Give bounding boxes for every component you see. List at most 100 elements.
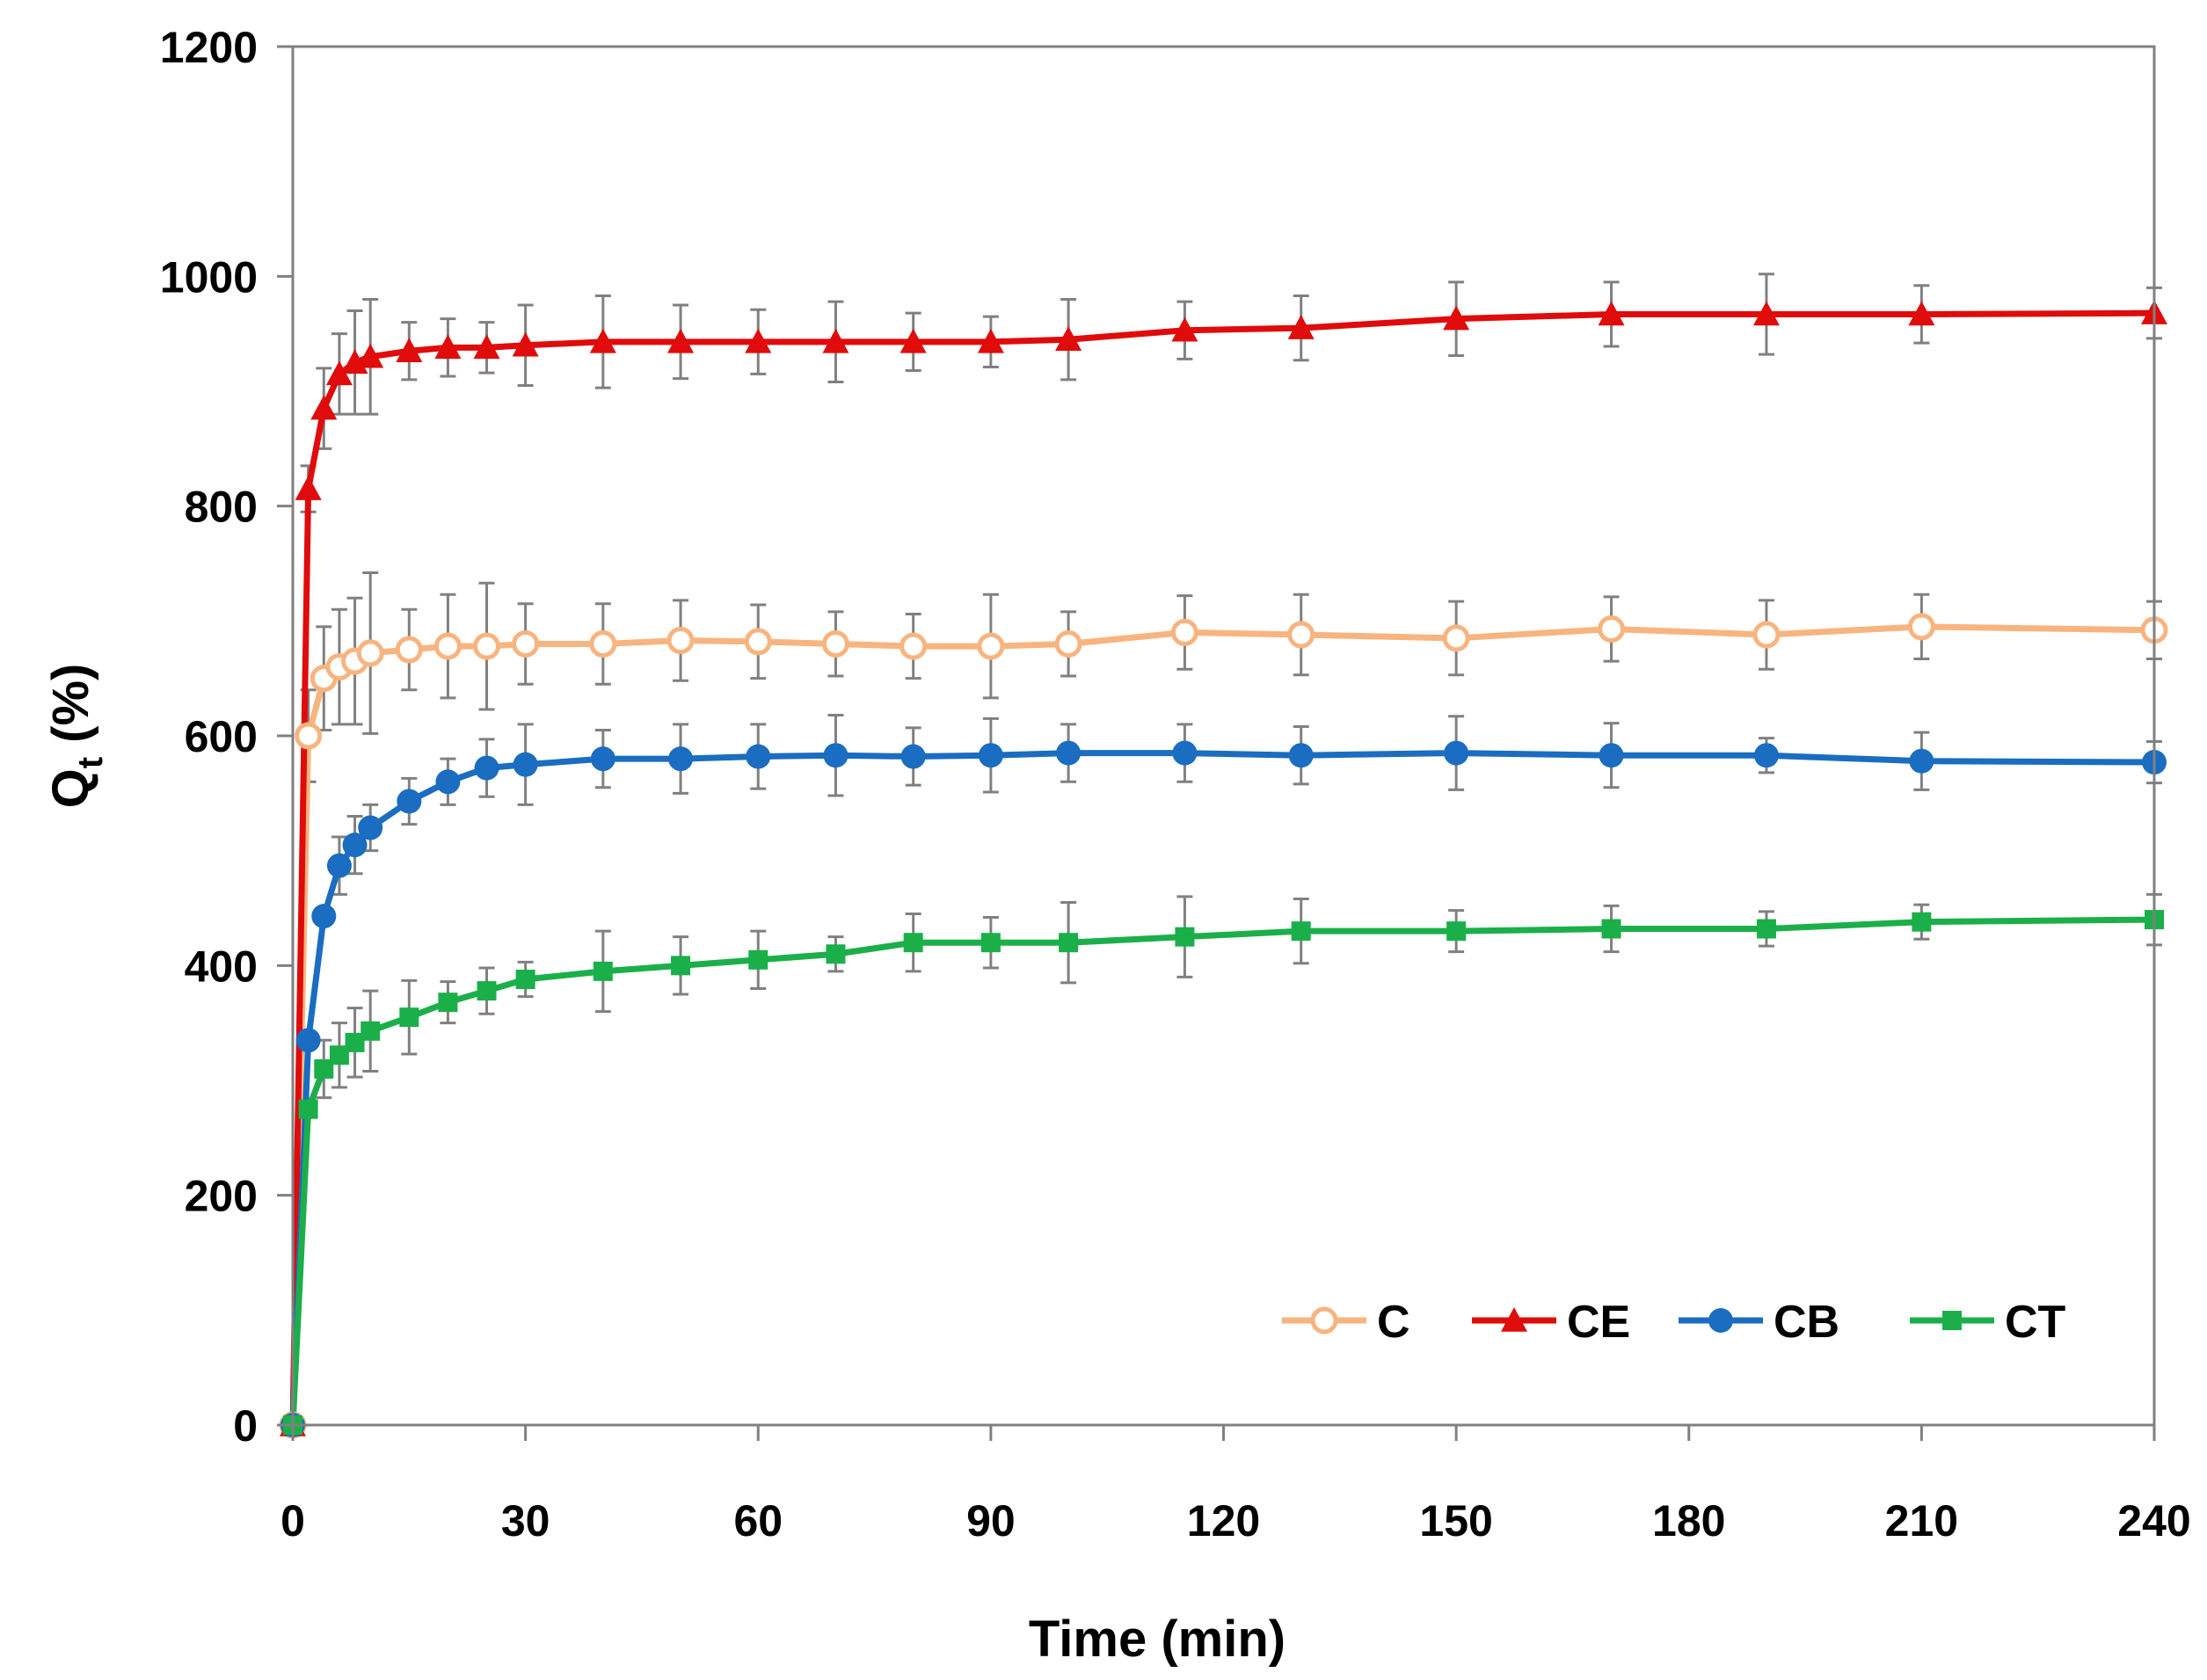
- data-point-ce: [512, 331, 539, 357]
- data-point-c: [744, 628, 772, 656]
- data-point-cb: [474, 755, 499, 781]
- legend-label-ct: CT: [2005, 1297, 2066, 1348]
- data-point-cb: [1753, 743, 1779, 768]
- legend-label-c: C: [1377, 1297, 1410, 1348]
- y-axis-title-subscript: t: [71, 757, 110, 768]
- data-point-ce: [1171, 316, 1198, 342]
- legend-marker-ce: [1501, 1307, 1527, 1332]
- data-point-cb: [1288, 743, 1314, 768]
- data-point-c: [1598, 615, 1626, 643]
- data-point-c: [977, 632, 1005, 660]
- data-point-ce: [1055, 326, 1082, 351]
- data-point-ct: [438, 993, 458, 1013]
- data-point-cb: [1444, 740, 1469, 766]
- data-point-ce: [396, 338, 423, 363]
- data-point-ct: [748, 949, 768, 970]
- legend-item-ce: CE: [1472, 1297, 1630, 1348]
- y-axis-title-suffix: (%): [42, 664, 99, 757]
- data-point-ce: [1287, 315, 1315, 339]
- data-point-cb: [358, 815, 383, 840]
- data-point-ce: [667, 328, 695, 353]
- x-axis-title: Time (min): [1029, 1611, 1286, 1668]
- data-point-ct: [1175, 927, 1195, 947]
- data-point-c: [433, 632, 462, 660]
- y-tick-label: 400: [185, 942, 258, 991]
- data-point-c: [1907, 613, 1935, 641]
- y-tick-label: 0: [233, 1401, 258, 1451]
- data-point-cb: [900, 744, 926, 769]
- data-point-c: [1170, 618, 1198, 646]
- legend-marker-c: [1310, 1306, 1338, 1335]
- data-point-ct: [298, 1099, 318, 1119]
- data-point-ce: [1908, 301, 1935, 326]
- data-point-ct: [345, 1032, 365, 1052]
- data-point-c: [1054, 629, 1082, 658]
- data-point-cb: [1909, 748, 1934, 774]
- data-point-ct: [1756, 919, 1776, 939]
- data-point-ct: [671, 956, 691, 976]
- y-tick-label: 200: [185, 1172, 258, 1221]
- data-point-ct: [1059, 933, 1079, 953]
- data-point-ct: [593, 961, 613, 981]
- data-point-ct: [903, 933, 923, 953]
- x-tick-label: 210: [1885, 1496, 1958, 1545]
- data-point-ce: [473, 334, 500, 360]
- legend-label-cb: CB: [1774, 1297, 1839, 1348]
- y-tick-label: 600: [185, 712, 258, 761]
- data-point-ct: [826, 944, 846, 964]
- data-point-ct: [329, 1045, 349, 1065]
- data-point-ct: [1446, 921, 1467, 942]
- data-point-cb: [590, 746, 615, 772]
- x-tick-label: 180: [1652, 1496, 1725, 1545]
- data-point-cb: [295, 1028, 321, 1053]
- data-point-ce: [310, 395, 338, 420]
- data-point-c: [589, 629, 617, 658]
- legend-marker-ct: [1942, 1311, 1962, 1330]
- data-point-c: [821, 629, 849, 658]
- data-point-cb: [978, 743, 1003, 768]
- x-tick-label: 120: [1187, 1496, 1260, 1545]
- x-tick-label: 30: [501, 1496, 550, 1545]
- data-point-c: [395, 636, 423, 664]
- data-point-ce: [1443, 305, 1470, 331]
- data-point-cb: [397, 789, 422, 814]
- data-point-ct: [399, 1007, 419, 1028]
- data-point-cb: [513, 752, 538, 777]
- data-point-ce: [589, 328, 616, 353]
- data-point-ce: [325, 360, 353, 386]
- y-axis-title: Qt (%): [42, 664, 110, 809]
- data-point-ct: [515, 970, 535, 990]
- x-tick-label: 60: [733, 1496, 783, 1545]
- legend-item-ct: CT: [1910, 1297, 2066, 1348]
- data-point-cb: [311, 904, 337, 929]
- data-point-cb: [823, 743, 849, 768]
- data-point-c: [900, 632, 928, 660]
- data-point-c: [295, 722, 323, 750]
- y-tick-label: 1000: [160, 252, 258, 302]
- legend-marker-cb: [1708, 1308, 1733, 1333]
- data-point-c: [356, 639, 384, 667]
- markers-layer: [279, 300, 2168, 1439]
- legend: C CE CB CT: [1282, 1297, 2066, 1348]
- y-tick-label: 800: [185, 483, 258, 532]
- data-point-ce: [1598, 301, 1625, 326]
- data-point-cb: [1599, 743, 1624, 768]
- x-tick-label: 0: [280, 1496, 305, 1545]
- data-point-cb: [746, 744, 771, 769]
- legend-item-cb: CB: [1679, 1297, 1839, 1348]
- x-tick-label: 90: [966, 1496, 1016, 1545]
- data-point-cb: [1172, 740, 1198, 766]
- data-point-cb: [342, 833, 368, 858]
- data-point-cb: [1056, 740, 1082, 766]
- data-point-c: [473, 632, 501, 660]
- x-tick-label: 150: [1419, 1496, 1492, 1545]
- data-point-cb: [326, 853, 352, 878]
- data-point-ce: [822, 328, 849, 353]
- y-axis-title-main: Q: [42, 768, 99, 808]
- data-point-ct: [361, 1021, 381, 1041]
- data-point-c: [1752, 621, 1781, 649]
- data-point-ce: [357, 343, 384, 368]
- data-point-c: [666, 627, 695, 655]
- data-point-ce: [977, 328, 1004, 353]
